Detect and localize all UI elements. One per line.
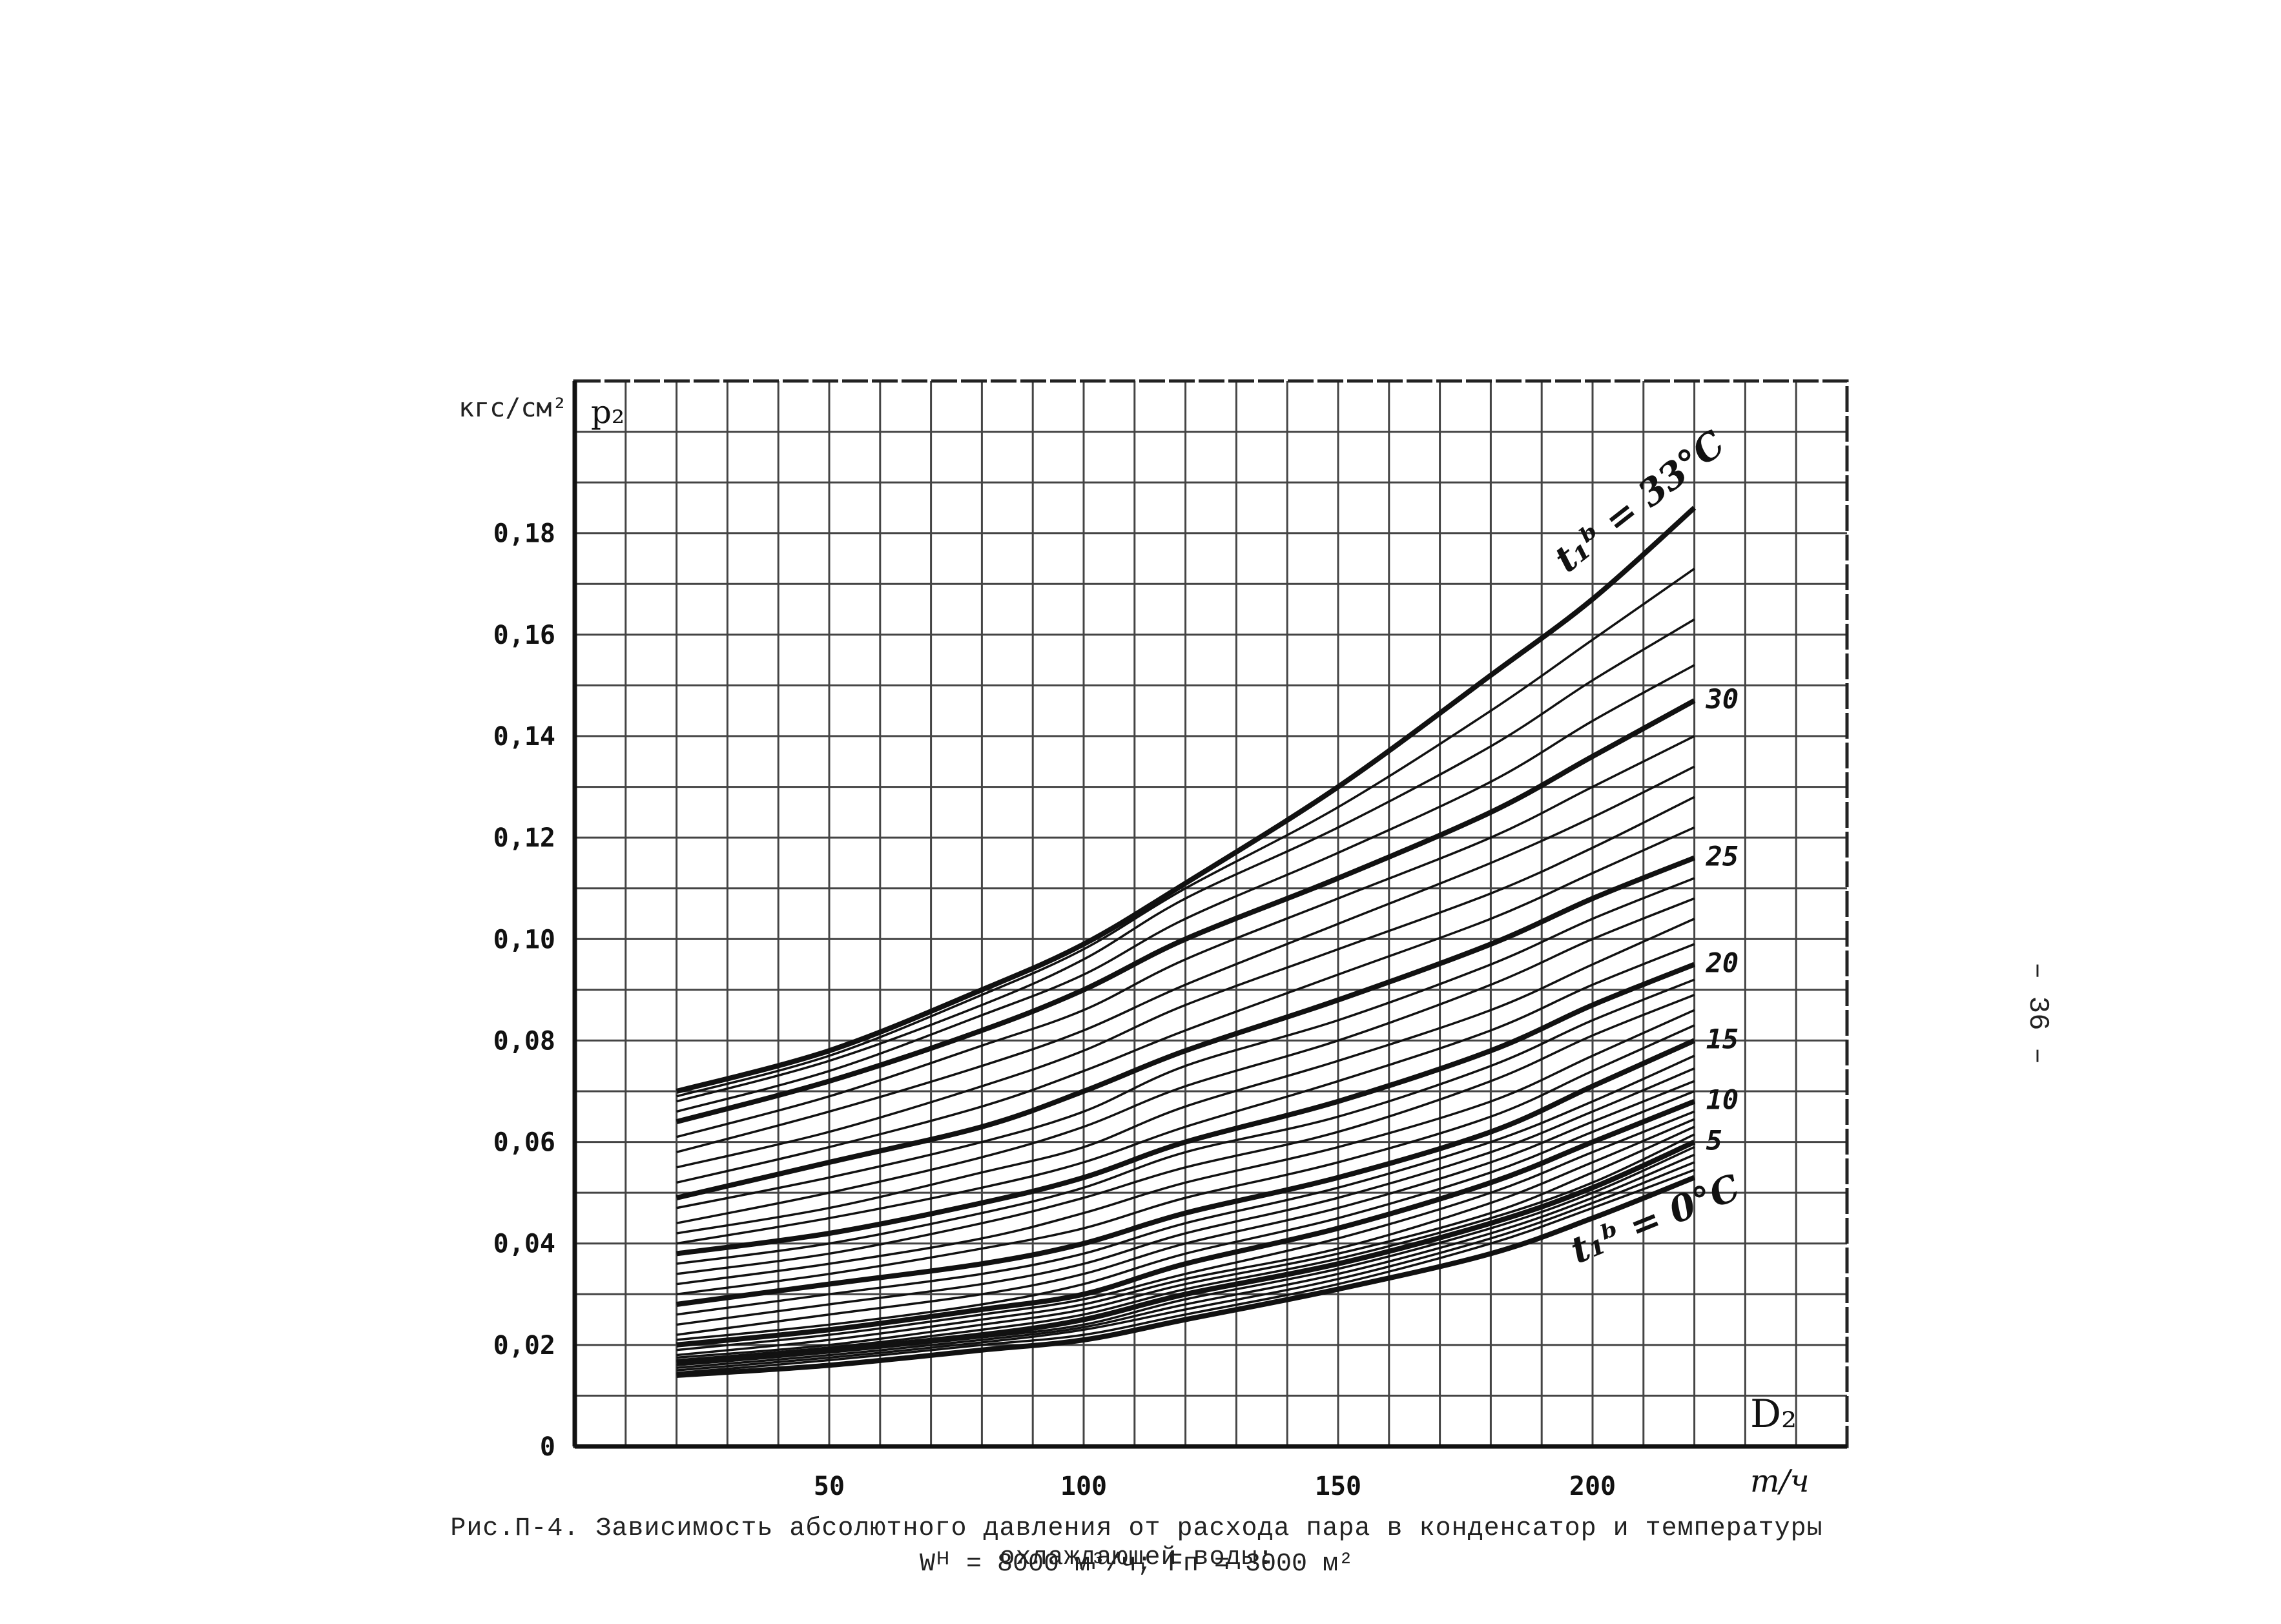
series-line-bold [676,506,1697,1094]
series-end-label: 5 [1706,1125,1722,1156]
y-tick-label: 0,04 [493,1229,555,1259]
series-line-bold [676,698,1696,1125]
series-line [676,568,1695,1098]
y-tick-label: 0,10 [493,925,555,954]
series-line [676,796,1695,1169]
y-tick-label: 0 [540,1432,555,1462]
series-line [676,1161,1695,1372]
series-line [676,1080,1695,1336]
y-axis-unit: кгс/см² [459,393,568,423]
series-line-bold [676,1175,1696,1378]
page-number: – 36 – [2021,962,2054,1065]
y-tick-label: 0,06 [493,1128,555,1158]
series-line [676,618,1695,1103]
x-axis-unit: т/ч [1750,1463,1810,1499]
series-line [676,1118,1695,1357]
x-tick-label: 50 [814,1472,845,1501]
series-line [676,877,1695,1209]
series-line [676,826,1695,1184]
series-end-label: 30 [1706,683,1739,715]
y-tick-label: 0,18 [493,519,555,549]
series-line [676,1153,1695,1369]
series-line [676,978,1695,1265]
figure-caption: Рис.П-4. Зависимость абсолютного давлени… [450,1514,1823,1572]
series-line [676,664,1695,1113]
y-tick-label: 0,08 [493,1026,555,1056]
y-tick-label: 0,14 [493,722,555,752]
series-line [676,1067,1695,1326]
series-end-label: 25 [1706,841,1739,872]
series-line [676,735,1695,1138]
x-tick-label: 100 [1060,1472,1107,1501]
y-tick-label: 0,16 [493,621,555,650]
series-line [676,897,1695,1225]
x-axis-label: D₂ [1750,1392,1797,1437]
y-axis-label: p₂ [591,393,624,431]
series-end-label: 20 [1706,947,1739,979]
axes [572,379,1849,1449]
series-line [676,765,1695,1153]
y-tick-label: 0,02 [493,1331,555,1361]
series-line [676,1125,1695,1359]
series-line [676,1110,1695,1352]
y-tick-label: 0,12 [493,823,555,853]
figure-caption-parameters: Wᴴ = 8000 м³/ч; Fп = 3000 м² [919,1550,1354,1579]
series-line [676,918,1695,1235]
series-line-bold [676,1098,1696,1348]
series-end-label: 10 [1706,1084,1739,1116]
series-line [676,943,1695,1245]
series-line-bold [676,855,1696,1200]
series-line [676,1054,1695,1316]
series-line [676,994,1695,1275]
series-line [676,1009,1695,1286]
series-line-bold [676,961,1696,1257]
series-end-label: 15 [1706,1023,1739,1054]
series-line [676,1090,1695,1341]
series-line [676,1024,1695,1296]
x-tick-label: 150 [1315,1472,1361,1501]
x-tick-label: 200 [1569,1472,1616,1501]
series-line [676,1169,1695,1374]
series-line-bold [676,1038,1696,1307]
series-line-bold [676,1139,1696,1366]
series-lines [676,506,1697,1378]
series-line [676,1133,1695,1362]
